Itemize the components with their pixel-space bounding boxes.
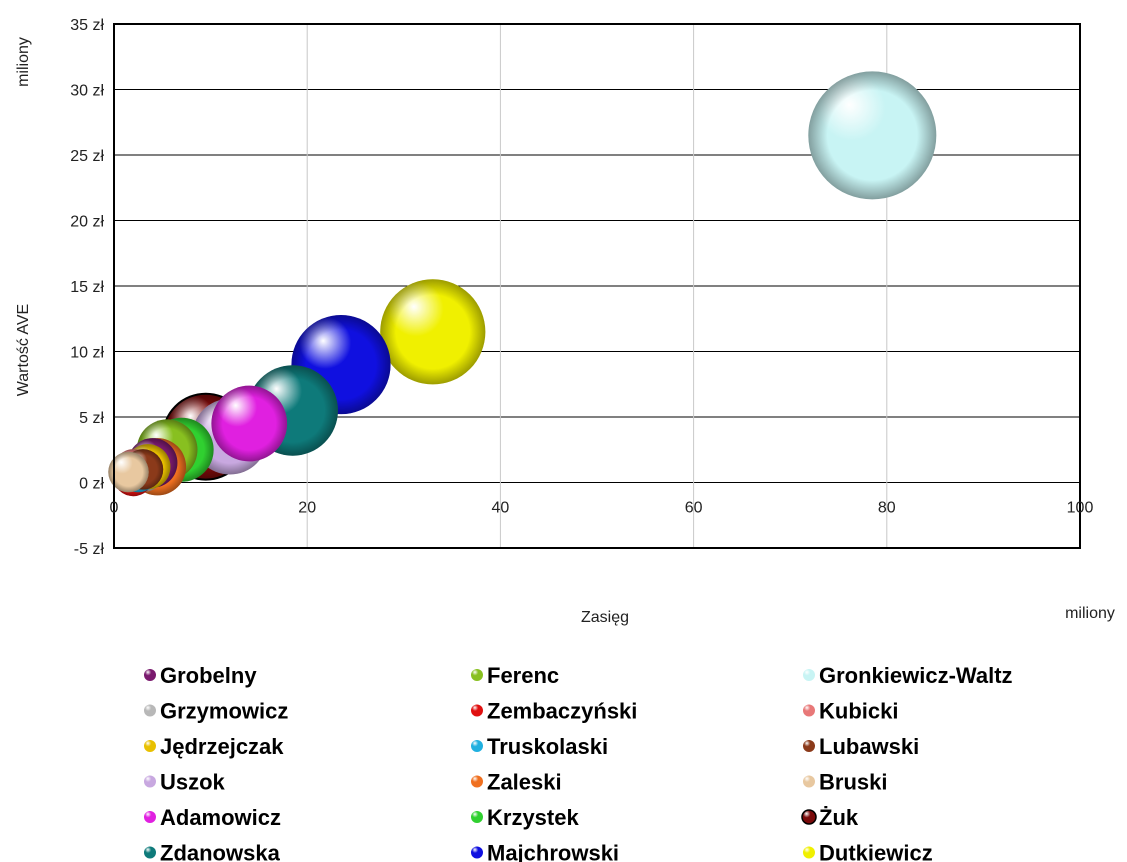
legend-label: Truskolaski bbox=[487, 734, 608, 759]
legend-item-jedrzejczak: Jędrzejczak bbox=[144, 734, 284, 759]
bubble-bruski bbox=[108, 451, 149, 493]
x-tick-label: 80 bbox=[878, 500, 896, 517]
grid-lines bbox=[114, 24, 1080, 548]
legend-label: Zdanowska bbox=[160, 841, 281, 862]
x-tick-label: 100 bbox=[1067, 500, 1094, 517]
legend-label: Majchrowski bbox=[487, 841, 619, 862]
legend-marker bbox=[803, 704, 815, 717]
legend-label: Grzymowicz bbox=[160, 699, 288, 724]
bubble-shade bbox=[108, 451, 149, 493]
x-tick-label: 20 bbox=[298, 500, 316, 517]
bubble-shade bbox=[380, 279, 486, 385]
legend-marker bbox=[144, 775, 156, 788]
legend-label: Żuk bbox=[819, 805, 859, 830]
legend-marker bbox=[471, 811, 483, 823]
legend-label: Krzystek bbox=[487, 805, 579, 830]
legend-item-majchrowski: Majchrowski bbox=[471, 841, 619, 862]
legend-item-grobelny: Grobelny bbox=[144, 663, 257, 688]
legend: Grobelny Ferenc Gronkiewicz-Waltz Grzymowic… bbox=[144, 663, 1013, 862]
legend-marker bbox=[801, 809, 817, 825]
legend-marker bbox=[803, 846, 815, 859]
y-tick-label: -5 zł bbox=[74, 541, 105, 558]
x-tick-label: 0 bbox=[110, 500, 119, 517]
bubble-dutkiewicz bbox=[380, 279, 486, 385]
legend-label: Uszok bbox=[160, 770, 226, 795]
legend-item-grzymowicz: Grzymowicz bbox=[144, 699, 288, 724]
y-tick-label: 0 zł bbox=[79, 476, 104, 493]
y-tick-label: 5 zł bbox=[79, 410, 104, 427]
plot-frame bbox=[113, 23, 1081, 549]
bubble-shade bbox=[211, 385, 288, 462]
legend-label: Ferenc bbox=[487, 663, 559, 688]
tick-labels: -5 zł 0 zł 5 zł 10 zł 15 zł 20 zł 25 zł 30 zł 35… bbox=[70, 17, 1093, 558]
x-tick-label: 60 bbox=[685, 500, 703, 517]
x-axis-unit: miliony bbox=[1065, 605, 1115, 622]
legend-label: Dutkiewicz bbox=[819, 841, 933, 862]
legend-label: Grobelny bbox=[160, 663, 257, 688]
legend-marker bbox=[144, 811, 156, 823]
legend-item-lubawski: Lubawski bbox=[803, 734, 919, 759]
legend-label: Lubawski bbox=[819, 734, 919, 759]
bubble-shade bbox=[808, 71, 937, 200]
legend-item-krzystek: Krzystek bbox=[471, 805, 579, 830]
legend-marker bbox=[471, 846, 483, 859]
x-tick-label: 40 bbox=[492, 500, 510, 517]
y-tick-label: 10 zł bbox=[70, 345, 104, 362]
legend-marker bbox=[803, 740, 815, 752]
y-tick-label: 35 zł bbox=[70, 17, 104, 34]
legend-marker bbox=[471, 669, 483, 681]
legend-marker bbox=[471, 704, 483, 717]
y-tick-label: 30 zł bbox=[70, 83, 104, 100]
legend-marker bbox=[803, 669, 815, 681]
legend-label: Bruski bbox=[819, 770, 887, 795]
legend-item-zdanowska: Zdanowska bbox=[144, 841, 281, 862]
legend-marker bbox=[144, 669, 156, 681]
bubble-adamowicz bbox=[211, 385, 288, 462]
y-tick-label: 15 zł bbox=[70, 279, 104, 296]
bubble-gronkiewicz-waltz bbox=[808, 71, 937, 200]
legend-marker bbox=[471, 775, 483, 788]
legend-label: Zaleski bbox=[487, 770, 562, 795]
legend-item-kubicki: Kubicki bbox=[803, 699, 898, 724]
legend-item-adamowicz: Adamowicz bbox=[144, 805, 281, 830]
legend-label: Jędrzejczak bbox=[160, 734, 284, 759]
legend-item-gronkiewicz-waltz: Gronkiewicz-Waltz bbox=[803, 663, 1013, 688]
y-tick-label: 25 zł bbox=[70, 148, 104, 165]
legend-item-zuk: Żuk bbox=[801, 805, 859, 830]
y-axis-unit: miliony bbox=[15, 37, 32, 87]
legend-marker bbox=[471, 740, 483, 752]
legend-label: Gronkiewicz-Waltz bbox=[819, 663, 1013, 688]
legend-label: Adamowicz bbox=[160, 805, 281, 830]
legend-marker bbox=[144, 704, 156, 717]
legend-marker bbox=[803, 775, 815, 788]
x-axis-title: Zasięg bbox=[581, 609, 629, 626]
legend-item-uszok: Uszok bbox=[144, 770, 226, 795]
legend-label: Kubicki bbox=[819, 699, 898, 724]
legend-item-zaleski: Zaleski bbox=[471, 770, 562, 795]
legend-item-zembaczynski: Zembaczyński bbox=[471, 699, 637, 724]
legend-item-bruski: Bruski bbox=[803, 770, 887, 795]
legend-label: Zembaczyński bbox=[487, 699, 637, 724]
legend-item-truskolaski: Truskolaski bbox=[471, 734, 608, 759]
y-axis-title: Wartość AVE bbox=[15, 304, 32, 396]
legend-item-ferenc: Ferenc bbox=[471, 663, 559, 688]
legend-item-dutkiewicz: Dutkiewicz bbox=[803, 841, 933, 862]
legend-marker bbox=[144, 846, 156, 859]
legend-marker bbox=[144, 740, 156, 752]
plot-area bbox=[108, 71, 937, 497]
y-tick-label: 20 zł bbox=[70, 214, 104, 231]
